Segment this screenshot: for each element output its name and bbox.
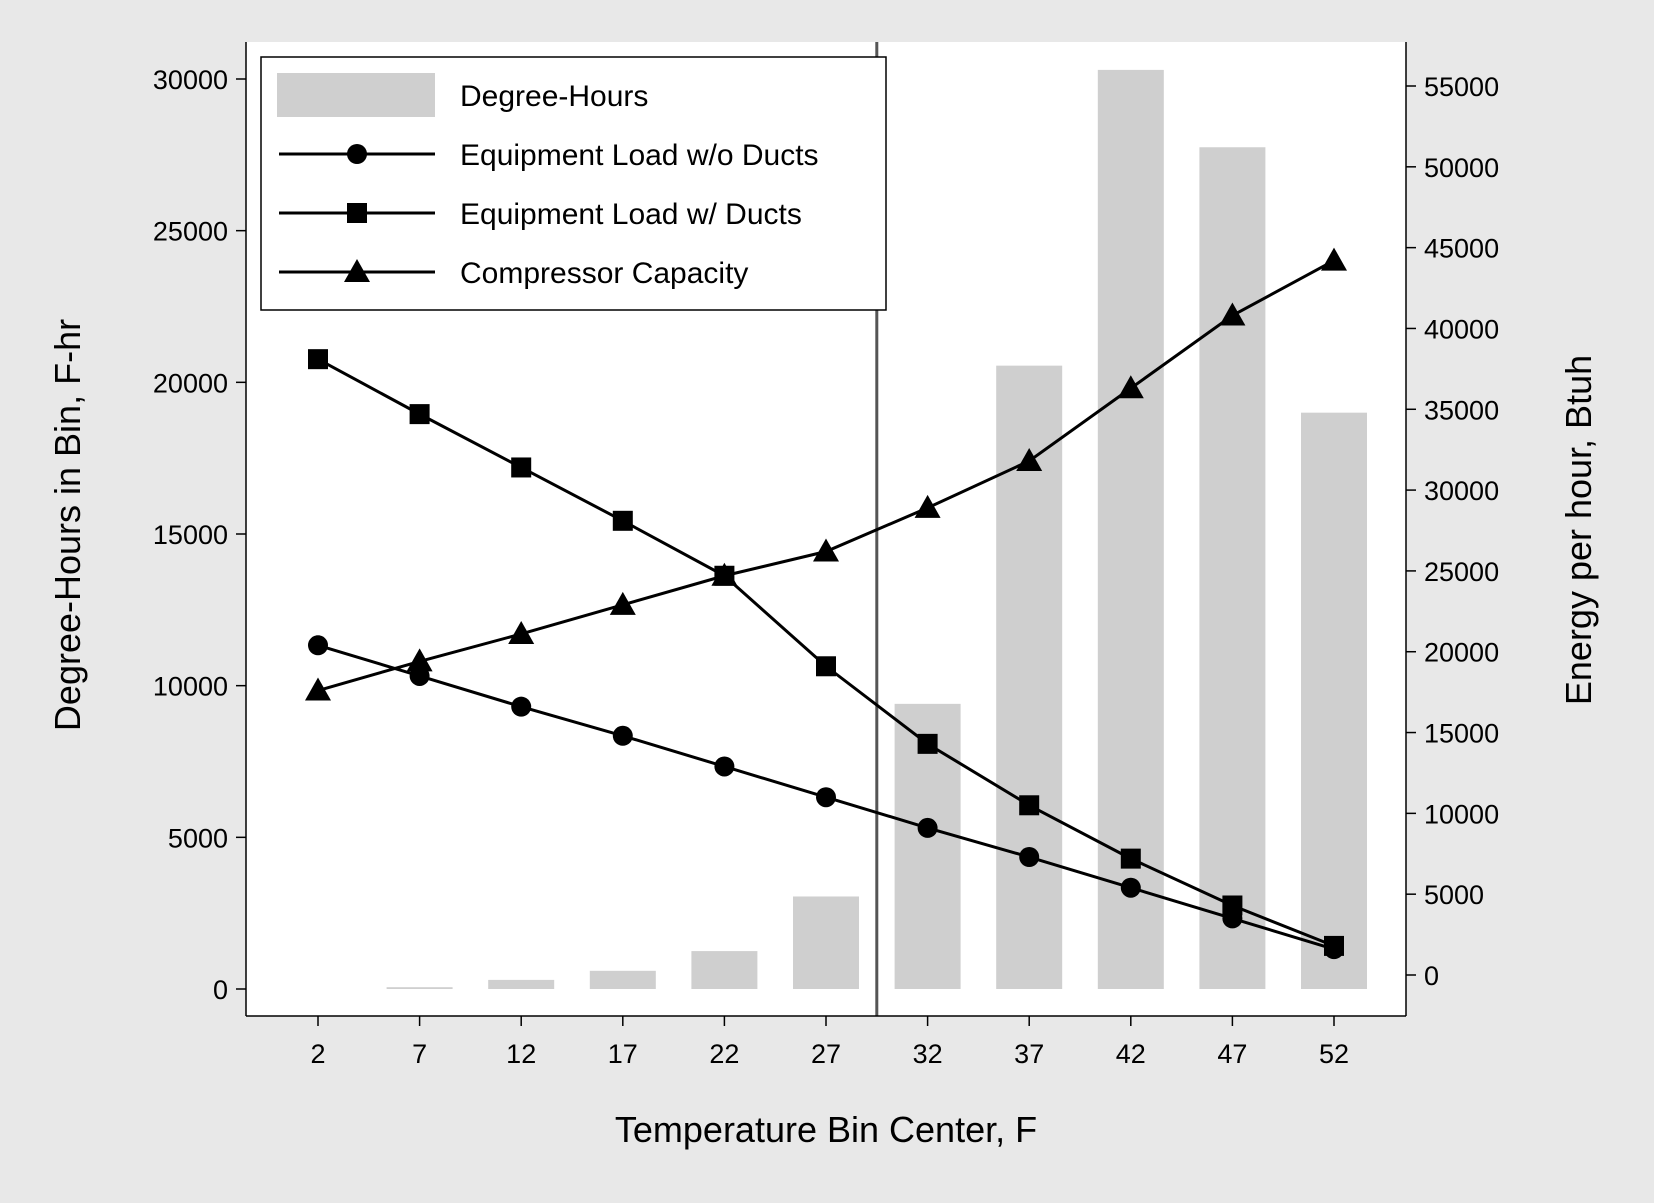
right-tick-label: 35000: [1424, 395, 1499, 425]
right-tick-label: 20000: [1424, 638, 1499, 668]
right-tick-label: 55000: [1424, 72, 1499, 102]
x-axis-title: Temperature Bin Center, F: [615, 1109, 1037, 1150]
point-equipment-load-w-o-ducts-12: [511, 696, 532, 717]
point-compressor-capacity-22: [711, 562, 738, 586]
legend-marker-equipment-load-w-ducts: [347, 203, 367, 223]
point-compressor-capacity-32: [914, 494, 941, 518]
x-tick-label: 47: [1217, 1039, 1247, 1069]
bar-degree-hours-12: [488, 979, 555, 989]
point-compressor-capacity-2: [305, 677, 331, 701]
point-compressor-capacity-52: [1321, 247, 1347, 271]
right-tick-label: 45000: [1424, 234, 1499, 264]
right-tick-label: 10000: [1424, 799, 1499, 829]
legend-marker-compressor-capacity: [344, 259, 370, 282]
legend-swatch-degree-hours: [277, 73, 435, 117]
x-tick-label: 12: [506, 1039, 536, 1069]
x-tick-label: 37: [1014, 1039, 1044, 1069]
point-equipment-load-w-o-ducts-2: [308, 635, 328, 656]
point-compressor-capacity-7: [406, 648, 433, 672]
bar-degree-hours-7: [386, 987, 453, 989]
point-equipment-load-w-ducts-27: [816, 656, 836, 677]
x-tick-label: 22: [709, 1039, 739, 1069]
point-equipment-load-w-ducts-12: [511, 457, 532, 478]
left-tick-label: 10000: [153, 672, 228, 702]
point-compressor-capacity-37: [1016, 447, 1043, 471]
point-equipment-load-w-o-ducts-32: [917, 817, 938, 838]
left-tick-label: 15000: [153, 520, 228, 550]
point-compressor-capacity-17: [609, 591, 636, 615]
point-equipment-load-w-ducts-2: [308, 349, 328, 370]
point-equipment-load-w-ducts-7: [409, 404, 430, 425]
point-equipment-load-w-o-ducts-22: [714, 756, 735, 777]
x-tick-label: 32: [913, 1039, 943, 1069]
x-tick-label: 17: [608, 1039, 638, 1069]
legend-label-degree-hours: Degree-Hours: [460, 80, 648, 113]
point-equipment-load-w-ducts-47: [1222, 895, 1243, 916]
bar-degree-hours-17: [589, 970, 656, 989]
point-compressor-capacity-47: [1219, 302, 1246, 326]
point-equipment-load-w-ducts-52: [1324, 935, 1344, 956]
bar-degree-hours-22: [691, 951, 758, 989]
point-equipment-load-w-o-ducts-17: [612, 725, 633, 746]
x-tick-label: 52: [1319, 1039, 1349, 1069]
bar-degree-hours-42: [1097, 69, 1164, 989]
point-equipment-load-w-o-ducts-37: [1019, 847, 1040, 868]
point-compressor-capacity-12: [508, 620, 535, 644]
right-tick-label: 40000: [1424, 314, 1499, 344]
y-axis-title: Degree-Hours in Bin, F-hr: [47, 319, 88, 731]
x-tick-label: 2: [310, 1039, 325, 1069]
y2-axis-title: Energy per hour, Btuh: [1558, 355, 1599, 705]
point-equipment-load-w-o-ducts-27: [816, 787, 836, 808]
bar-degree-hours-47: [1199, 147, 1266, 989]
point-equipment-load-w-ducts-32: [917, 733, 938, 754]
legend-label-equipment-load-w-o-ducts: Equipment Load w/o Ducts: [460, 139, 819, 172]
left-tick-label: 20000: [153, 368, 228, 398]
point-equipment-load-w-ducts-17: [612, 510, 633, 531]
point-equipment-load-w-ducts-42: [1120, 848, 1141, 869]
x-tick-label: 7: [412, 1039, 427, 1069]
left-tick-label: 0: [213, 975, 228, 1005]
right-tick-label: 50000: [1424, 153, 1499, 183]
bar-degree-hours-52: [1301, 412, 1367, 990]
left-tick-label: 25000: [153, 217, 228, 247]
point-compressor-capacity-27: [813, 538, 839, 562]
legend-marker-equipment-load-w-o-ducts: [347, 144, 367, 164]
right-tick-label: 25000: [1424, 557, 1499, 587]
left-tick-label: 5000: [168, 823, 228, 853]
right-tick-label: 30000: [1424, 476, 1499, 506]
legend-label-equipment-load-w-ducts: Equipment Load w/ Ducts: [460, 198, 802, 231]
left-tick-label: 30000: [153, 65, 228, 95]
legend-label-compressor-capacity: Compressor Capacity: [460, 257, 748, 290]
x-tick-label: 27: [811, 1039, 841, 1069]
right-tick-label: 5000: [1424, 880, 1484, 910]
point-equipment-load-w-o-ducts-42: [1120, 877, 1141, 898]
right-tick-label: 0: [1424, 961, 1439, 991]
x-tick-label: 42: [1116, 1039, 1146, 1069]
point-equipment-load-w-ducts-37: [1019, 795, 1040, 816]
bar-degree-hours-27: [793, 896, 859, 989]
point-compressor-capacity-42: [1117, 375, 1144, 399]
right-tick-label: 15000: [1424, 719, 1499, 749]
